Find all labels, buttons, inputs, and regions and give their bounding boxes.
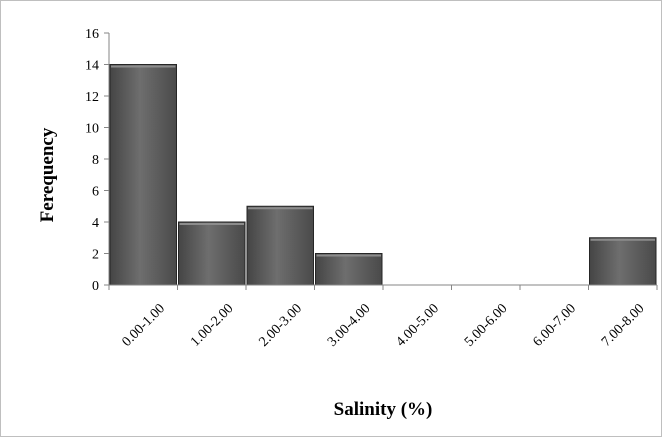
y-tick-label-16: 16 (85, 27, 99, 42)
x-tick-label-1.00-2.00: 1.00-2.00 (188, 301, 237, 350)
x-tick-label-7.00-8.00: 7.00-8.00 (599, 301, 648, 350)
bar-bevel-7.00-8.00 (590, 238, 655, 241)
bar-bevel-1.00-2.00 (179, 223, 244, 225)
y-tick-label-2: 2 (92, 248, 99, 263)
x-tick-label-6.00-7.00: 6.00-7.00 (531, 301, 580, 350)
bar-2.00-3.00 (246, 205, 314, 286)
x-tick-label-3.00-4.00: 3.00-4.00 (325, 301, 374, 350)
y-tick-label-0: 0 (92, 279, 99, 294)
bar-0.00-1.00 (109, 64, 177, 286)
bar-bevel-3.00-4.00 (316, 254, 381, 257)
x-tick-label-0.00-1.00: 0.00-1.00 (120, 301, 169, 350)
bars-layer (109, 64, 657, 286)
y-tick-label-6: 6 (92, 185, 99, 200)
bar-7.00-8.00 (589, 237, 657, 286)
x-axis-title: Salinity (%) (334, 399, 433, 420)
y-tick-label-14: 14 (85, 59, 99, 74)
x-tick-label-2.00-3.00: 2.00-3.00 (257, 301, 306, 350)
y-axis-ticks: 0 2 4 6 8 10 12 14 16 (85, 27, 109, 294)
y-axis-title: Ferequency (37, 127, 58, 222)
y-tick-label-8: 8 (92, 153, 99, 168)
bar-3.00-4.00 (315, 253, 383, 286)
bar-bevel-0.00-1.00 (111, 65, 176, 68)
x-tick-label-5.00-6.00: 5.00-6.00 (462, 301, 511, 350)
bar-1.00-2.00 (178, 221, 246, 286)
x-axis-ticks: 0.00-1.00 1.00-2.00 2.00-3.00 3.00-4.00 4.00… (108, 285, 658, 350)
y-tick-label-10: 10 (85, 122, 99, 137)
y-tick-label-12: 12 (85, 90, 99, 105)
y-tick-label-4: 4 (92, 216, 99, 231)
bar-bevel-2.00-3.00 (248, 207, 313, 210)
x-tick-label-4.00-5.00: 4.00-5.00 (394, 301, 443, 350)
